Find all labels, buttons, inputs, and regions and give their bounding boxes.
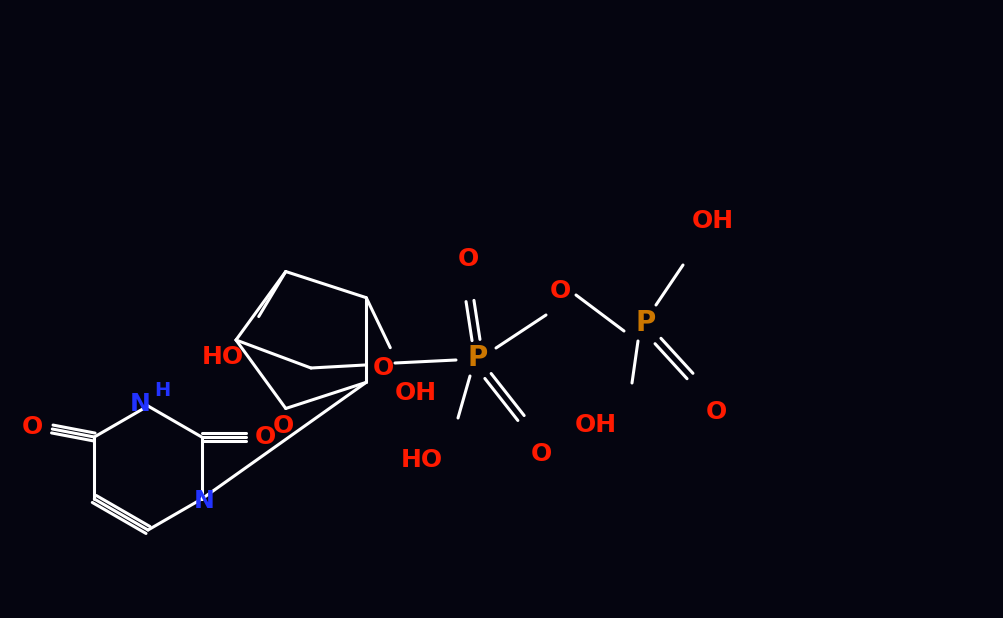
Text: O: O (255, 425, 276, 449)
Text: O: O (273, 415, 294, 439)
Text: N: N (193, 489, 214, 513)
Text: OH: OH (575, 413, 617, 437)
Text: O: O (372, 356, 393, 380)
Text: OH: OH (691, 209, 733, 233)
Text: O: O (549, 279, 570, 303)
Text: O: O (457, 247, 478, 271)
Text: O: O (705, 400, 726, 424)
Text: HO: HO (202, 344, 244, 368)
Text: P: P (467, 344, 487, 372)
Text: N: N (129, 392, 150, 416)
Text: O: O (530, 442, 551, 466)
Text: O: O (22, 415, 43, 439)
Text: OH: OH (395, 381, 437, 405)
Text: HO: HO (400, 448, 442, 472)
Text: H: H (153, 381, 170, 399)
Text: P: P (635, 309, 656, 337)
